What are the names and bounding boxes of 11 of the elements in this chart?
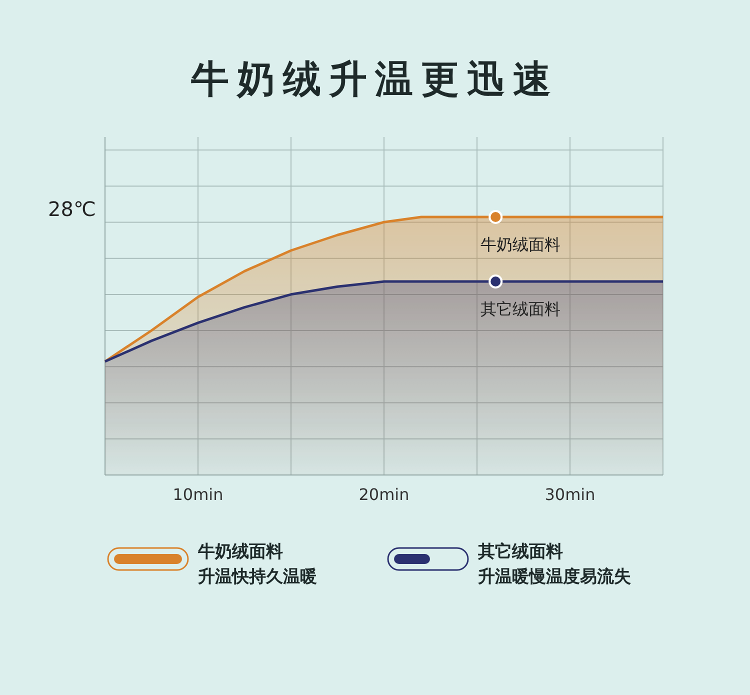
annotation: 其它绒面料 <box>480 299 561 318</box>
x-tick-label: 20min <box>358 485 410 504</box>
legend-label: 其它绒面料 <box>477 542 563 562</box>
x-tick-label: 30min <box>544 485 596 504</box>
legend-label: 牛奶绒面料 <box>197 542 283 562</box>
annotation: 牛奶绒面料 <box>480 234 561 254</box>
x-tick-label: 10min <box>172 485 224 504</box>
chart-title: 牛奶绒升温更迅速 <box>191 57 559 101</box>
text: 升温快持久温暖 <box>197 567 317 587</box>
text: 升温暖慢温度易流失 <box>477 567 631 587</box>
text: 28℃ <box>48 197 96 221</box>
